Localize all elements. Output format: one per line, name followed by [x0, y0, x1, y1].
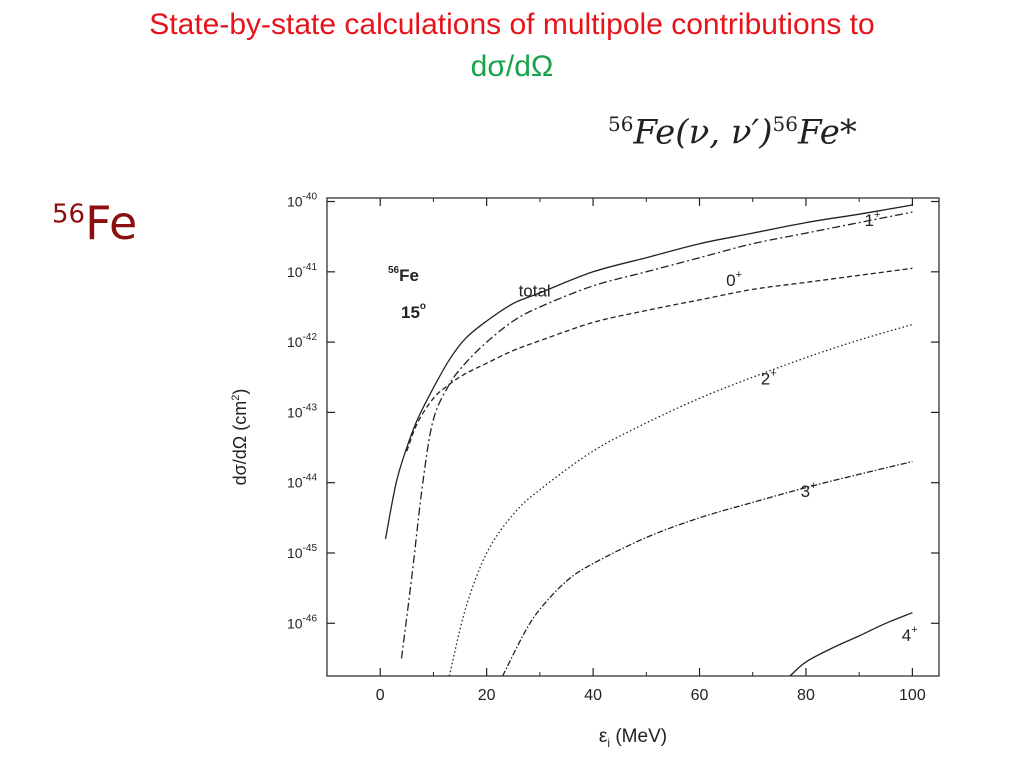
series-curves [384, 204, 913, 677]
inset-nucleus-label: 56Fe [388, 265, 419, 285]
y-tick-label: 10-43 [287, 402, 317, 420]
y-tick-label: 10-46 [287, 613, 317, 631]
reaction-mass-a: 56 [608, 112, 634, 136]
curve-label-sup: + [911, 624, 917, 636]
title-line-2: dσ/dΩ [470, 50, 554, 83]
curve-label: 1+ [864, 209, 880, 230]
y-tick-base: 10 [287, 264, 303, 280]
x-axis-label: εi (MeV) [599, 726, 667, 750]
side-label-mass: 56 [52, 199, 86, 230]
x-tick-label: 20 [478, 687, 496, 704]
y-tick-exponent: -42 [303, 332, 318, 343]
y-axis-label-sup: 2 [230, 395, 242, 401]
y-tick-exponent: -44 [303, 473, 318, 484]
curve-label: 2+ [761, 367, 777, 388]
y-tick-base: 10 [287, 615, 303, 631]
x-axis-ticks: 0 20 40 60 80 100 [326, 198, 926, 704]
curve-label-text: 0 [726, 271, 735, 290]
plot-frame [326, 197, 940, 677]
inset-angle-unit: o [420, 301, 426, 312]
curve-label-sup: + [736, 269, 742, 281]
x-axis-label-unit: (MeV) [610, 726, 667, 747]
curve-label-text: 3 [801, 482, 810, 501]
inset-angle: 15 [401, 303, 420, 322]
y-axis-label-close: ) [230, 389, 250, 395]
inset-angle-label: 15o [401, 301, 426, 322]
y-tick-exponent: -43 [303, 402, 318, 413]
reaction-mass-b: 56 [772, 112, 798, 136]
curve-label: total [519, 281, 551, 300]
y-tick-label: 10-40 [287, 192, 317, 210]
y-tick-exponent: -46 [303, 613, 318, 624]
curve-label: 4+ [902, 624, 918, 645]
x-tick-label: 60 [691, 687, 709, 704]
series-line-4plus [789, 612, 913, 677]
nucleus-side-label: 56Fe [52, 196, 137, 250]
curve-label-text: total [519, 281, 551, 300]
series-line-0plus [406, 267, 913, 452]
curve-label: 3+ [801, 480, 817, 501]
y-tick-label: 10-45 [287, 543, 317, 561]
y-tick-label: 10-44 [287, 473, 317, 491]
series-line-total [384, 204, 913, 540]
x-tick-label: 80 [797, 687, 815, 704]
series-line-2plus [448, 323, 913, 677]
x-axis-label-sub: i [607, 736, 610, 750]
y-axis-label: dσ/dΩ (cm2) [230, 389, 250, 486]
y-tick-exponent: -41 [303, 262, 318, 273]
side-label-element: Fe [85, 196, 138, 250]
y-tick-label: 10-42 [287, 332, 317, 350]
y-tick-base: 10 [287, 475, 303, 491]
curve-label-text: 2 [761, 369, 770, 388]
x-tick-label: 40 [584, 687, 602, 704]
series-line-1plus [400, 211, 913, 659]
y-tick-base: 10 [287, 545, 303, 561]
y-tick-exponent: -40 [303, 192, 318, 203]
curve-label-sup: + [770, 367, 776, 379]
y-tick-base: 10 [287, 194, 303, 210]
y-tick-label: 10-41 [287, 262, 317, 280]
inset-mass: 56 [388, 265, 400, 276]
y-tick-exponent: -45 [303, 543, 318, 554]
curve-label-sup: + [810, 480, 816, 492]
reaction-part-1: Fe(ν, ν′) [633, 112, 773, 153]
curve-label-sup: + [874, 209, 880, 221]
inset-nucleus: Fe [399, 266, 419, 285]
reaction-part-2: Fe* [797, 112, 857, 153]
curve-label: 0+ [726, 269, 742, 290]
y-tick-base: 10 [287, 334, 303, 350]
reaction-equation: 56Fe(ν, ν′)56Fe* [608, 112, 857, 152]
title-line-1: State-by-state calculations of multipole… [149, 8, 875, 41]
curve-label-text: 4 [902, 626, 911, 645]
y-tick-base: 10 [287, 404, 303, 420]
slide-title: State-by-state calculations of multipole… [0, 4, 1024, 88]
x-tick-label: 100 [899, 687, 926, 704]
curve-label-text: 1 [864, 211, 873, 230]
series-line-3plus [502, 460, 913, 677]
x-tick-label: 0 [376, 687, 385, 704]
